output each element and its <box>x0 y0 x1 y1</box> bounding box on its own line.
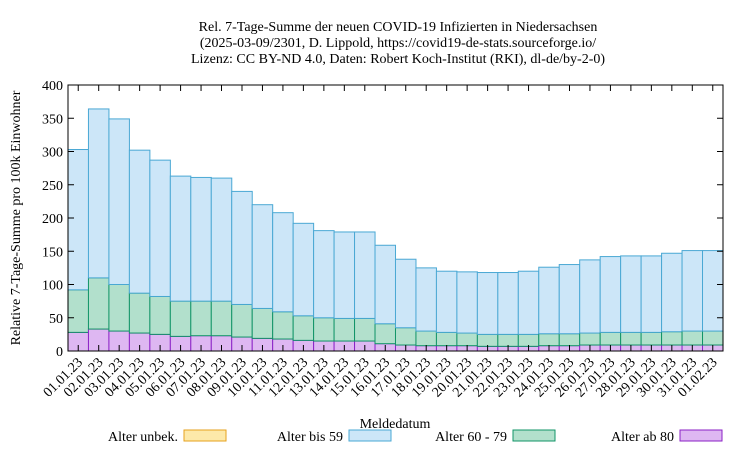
y-tick-label: 350 <box>42 112 63 127</box>
bar-alter-60-79-04.01.23 <box>128 292 151 334</box>
legend-label-2: Alter 60 - 79 <box>435 430 507 445</box>
bar-alter-bis-59-10.01.23 <box>251 204 274 309</box>
legend-swatch-2 <box>512 429 556 442</box>
bar-alter-60-79-12.01.23 <box>292 315 315 341</box>
bar-alter-60-79-06.01.23 <box>169 300 192 337</box>
bar-alter-bis-59-03.01.23 <box>108 118 130 285</box>
bar-alter-bis-59-17.01.23 <box>394 258 417 329</box>
bar-alter-bis-59-06.01.23 <box>169 175 192 302</box>
title-line-3: Lizenz: CC BY-ND 4.0, Daten: Robert Koch… <box>191 52 605 67</box>
bar-alter-bis-59-01.01.23 <box>67 149 89 291</box>
bar-alter-60-79-26.01.23 <box>579 332 601 346</box>
bar-alter-60-79-27.01.23 <box>599 331 622 346</box>
bar-alter-bis-59-29.01.23 <box>640 255 663 333</box>
bar-alter-bis-59-26.01.23 <box>579 259 601 334</box>
bar-alter-bis-59-07.01.23 <box>190 176 212 302</box>
bar-alter-bis-59-31.01.23 <box>681 250 704 332</box>
bar-alter-60-79-28.01.23 <box>620 331 642 346</box>
bar-alter-bis-59-28.01.23 <box>620 255 642 333</box>
bar-alter-60-79-13.01.23 <box>313 317 335 342</box>
y-tick-label: 0 <box>56 345 63 360</box>
y-ticks: 0 50 100 150 200 250 300 350 400 <box>42 79 723 360</box>
y-tick-label: 400 <box>42 79 63 94</box>
legend-swatch-1 <box>348 429 392 442</box>
y-axis-label: Relative 7-Tage-Summe pro 100k Einwohner <box>9 90 24 345</box>
bar-alter-60-79-29.01.23 <box>640 331 663 346</box>
bar-alter-60-79-02.01.23 <box>87 277 110 330</box>
bar-alter-60-79-07.01.23 <box>190 300 212 337</box>
bar-alter-60-79-21.01.23 <box>476 333 499 347</box>
bar-alter-60-79-17.01.23 <box>394 327 417 346</box>
y-tick-label: 200 <box>42 212 63 227</box>
bar-alter-60-79-05.01.23 <box>149 295 171 335</box>
bar-alter-bis-59-18.01.23 <box>415 267 437 332</box>
bar-alter-60-79-09.01.23 <box>231 303 253 338</box>
bar-alter-bis-59-20.01.23 <box>456 271 478 334</box>
bar-alter-bis-59-01.02.23 <box>702 250 724 332</box>
bar-alter-60-79-14.01.23 <box>333 317 356 342</box>
bars-layer <box>67 108 724 352</box>
bar-alter-bis-59-14.01.23 <box>333 231 356 319</box>
bar-alter-bis-59-30.01.23 <box>661 252 683 333</box>
bar-alter-bis-59-23.01.23 <box>517 270 540 335</box>
y-tick-label: 250 <box>42 179 63 194</box>
bar-alter-bis-59-05.01.23 <box>149 159 171 297</box>
bar-alter-60-79-18.01.23 <box>415 330 437 347</box>
title-line-2: (2025-03-09/2301, D. Lippold, https://co… <box>200 36 596 51</box>
bar-alter-bis-59-12.01.23 <box>292 222 315 317</box>
bar-alter-bis-59-02.01.23 <box>87 108 110 279</box>
bar-alter-bis-59-09.01.23 <box>231 190 253 305</box>
x-axis-label: Meldedatum <box>360 417 431 432</box>
bar-alter-bis-59-21.01.23 <box>476 272 499 335</box>
bar-alter-bis-59-25.01.23 <box>558 264 581 335</box>
bar-alter-60-79-30.01.23 <box>661 331 683 346</box>
bar-alter-60-79-25.01.23 <box>558 333 581 347</box>
bar-alter-bis-59-13.01.23 <box>313 230 335 319</box>
bar-alter-bis-59-11.01.23 <box>272 212 294 313</box>
bar-alter-bis-59-22.01.23 <box>497 272 519 335</box>
legend-swatch-0 <box>183 429 227 442</box>
bar-alter-60-79-01.02.23 <box>702 330 724 346</box>
chart-title: Rel. 7-Tage-Summe der neuen COVID-19 Inf… <box>191 20 605 67</box>
bar-alter-60-79-24.01.23 <box>538 333 560 347</box>
bar-alter-bis-59-08.01.23 <box>210 177 233 302</box>
legend: Alter unbek. Alter bis 59 Alter 60 - 79 Alt… <box>108 429 723 445</box>
bar-alter-60-79-20.01.23 <box>456 332 478 347</box>
bar-alter-bis-59-24.01.23 <box>538 266 560 335</box>
title-line-1: Rel. 7-Tage-Summe der neuen COVID-19 Inf… <box>199 20 598 35</box>
bar-alter-60-79-01.01.23 <box>67 289 89 333</box>
y-tick-label: 300 <box>42 146 63 161</box>
bar-alter-bis-59-15.01.23 <box>354 231 376 319</box>
legend-label-1: Alter bis 59 <box>277 430 343 445</box>
legend-label-3: Alter ab 80 <box>611 430 674 445</box>
bar-alter-60-79-19.01.23 <box>435 331 458 347</box>
bar-alter-60-79-11.01.23 <box>272 311 294 340</box>
bar-alter-bis-59-16.01.23 <box>374 244 397 325</box>
bar-alter-bis-59-27.01.23 <box>599 256 622 333</box>
bar-alter-60-79-08.01.23 <box>210 300 233 337</box>
legend-label-0: Alter unbek. <box>108 430 178 445</box>
bar-alter-60-79-23.01.23 <box>517 333 540 347</box>
bar-alter-60-79-31.01.23 <box>681 330 704 346</box>
bar-alter-60-79-03.01.23 <box>108 284 130 332</box>
bar-alter-bis-59-19.01.23 <box>435 270 458 333</box>
bar-alter-bis-59-04.01.23 <box>128 149 151 294</box>
bar-alter-60-79-15.01.23 <box>354 317 376 342</box>
bar-alter-60-79-22.01.23 <box>497 333 519 347</box>
bar-alter-60-79-10.01.23 <box>251 307 274 339</box>
y-tick-label: 150 <box>42 245 63 260</box>
legend-swatch-3 <box>679 429 723 442</box>
y-tick-label: 50 <box>49 312 63 327</box>
y-tick-label: 100 <box>42 279 63 294</box>
bar-alter-60-79-16.01.23 <box>374 323 397 345</box>
